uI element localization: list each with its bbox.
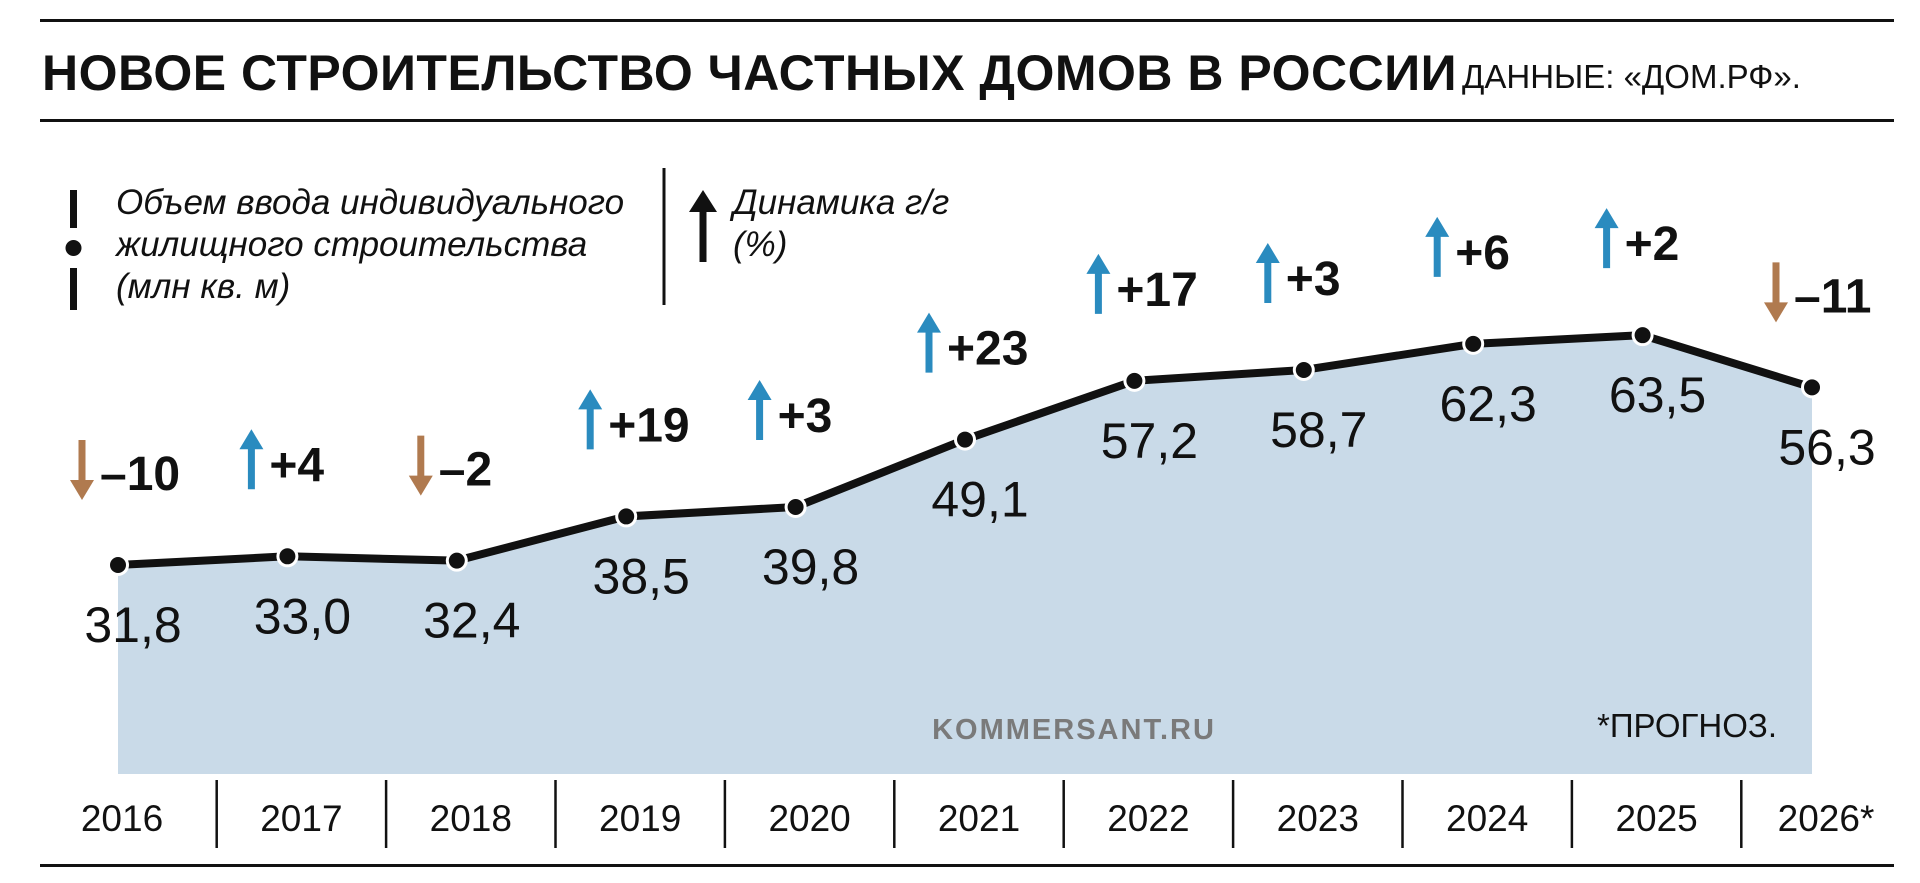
arrow-up-icon	[1594, 208, 1619, 269]
x-tick-label: 2018	[430, 798, 512, 839]
x-tick-label: 2025	[1615, 798, 1697, 839]
value-label: 39,8	[762, 539, 859, 595]
arrow-up-icon	[917, 312, 941, 373]
value-label: 32,4	[423, 593, 520, 649]
x-tick-label: 2023	[1277, 798, 1359, 839]
x-tick-label: 2022	[1107, 798, 1189, 839]
value-label: 57,2	[1101, 413, 1198, 469]
legend-volume-marker	[65, 190, 82, 310]
value-label: 58,7	[1270, 402, 1367, 458]
change-label: +3	[1286, 253, 1341, 306]
change-label: +17	[1116, 264, 1197, 317]
x-tick-label: 2024	[1446, 798, 1528, 839]
arrow-up-icon	[578, 389, 603, 450]
x-tick-label: 2026*	[1778, 798, 1875, 839]
change-label: –11	[1794, 270, 1871, 323]
footnote: *ПРОГНОЗ.	[1597, 707, 1777, 744]
x-tick-label: 2020	[768, 798, 850, 839]
legend-dynamics-label: Динамика г/г (%)	[733, 183, 950, 264]
x-tick-label: 2019	[599, 798, 681, 839]
data-point-dot	[448, 552, 465, 569]
data-point-dot	[1126, 372, 1143, 389]
x-tick-label: 2021	[938, 798, 1020, 839]
area-fill	[118, 335, 1812, 774]
change-label: –10	[100, 448, 180, 501]
arrow-down-icon	[408, 435, 433, 496]
header-rule	[40, 119, 1894, 122]
legend-volume-label: Объем ввода индивидуального жилищного ст…	[116, 183, 625, 306]
arrow-up-icon	[1255, 242, 1280, 303]
value-label: 49,1	[931, 472, 1028, 528]
data-point-dot	[1634, 327, 1651, 344]
value-label: 62,3	[1440, 376, 1537, 432]
x-tick-label: 2016	[81, 798, 163, 839]
change-label: +19	[608, 399, 689, 452]
top-rule	[40, 19, 1894, 22]
value-label: 38,5	[593, 548, 690, 604]
change-label: +23	[947, 323, 1028, 376]
change-label: –2	[439, 444, 492, 497]
value-label: 31,8	[84, 597, 181, 653]
data-point-dot	[110, 557, 126, 573]
arrow-down-icon	[70, 440, 94, 500]
x-tick-label: 2017	[260, 798, 342, 839]
arrow-down-icon	[1764, 262, 1788, 323]
change-label: +4	[269, 439, 324, 492]
change-label: +3	[778, 390, 833, 443]
arrow-up-icon	[239, 429, 264, 490]
change-label: +6	[1455, 227, 1510, 280]
data-point-dot	[1804, 379, 1820, 396]
data-point-dot	[957, 431, 973, 448]
chart-title: НОВОЕ СТРОИТЕЛЬСТВО ЧАСТНЫХ ДОМОВ В РОСС…	[42, 45, 1458, 101]
watermark: KOMMERSANT.RU	[932, 714, 1216, 746]
value-label: 33,0	[254, 588, 351, 644]
data-point-dot	[618, 508, 635, 525]
arrow-up-icon	[747, 380, 772, 440]
bottom-rule	[40, 864, 1894, 867]
data-point-dot	[1465, 335, 1482, 352]
legend-arrow-icon	[689, 190, 717, 262]
value-label: 63,5	[1609, 367, 1706, 423]
arrow-up-icon	[1425, 216, 1450, 277]
data-point-dot	[279, 548, 296, 565]
data-source: ДАННЫЕ: «ДОМ.РФ».	[1462, 58, 1801, 95]
data-point-dot	[1295, 361, 1312, 378]
change-label: +2	[1625, 218, 1680, 271]
arrow-up-icon	[1086, 253, 1111, 314]
value-label: 56,3	[1778, 419, 1875, 475]
data-point-dot	[787, 499, 804, 515]
